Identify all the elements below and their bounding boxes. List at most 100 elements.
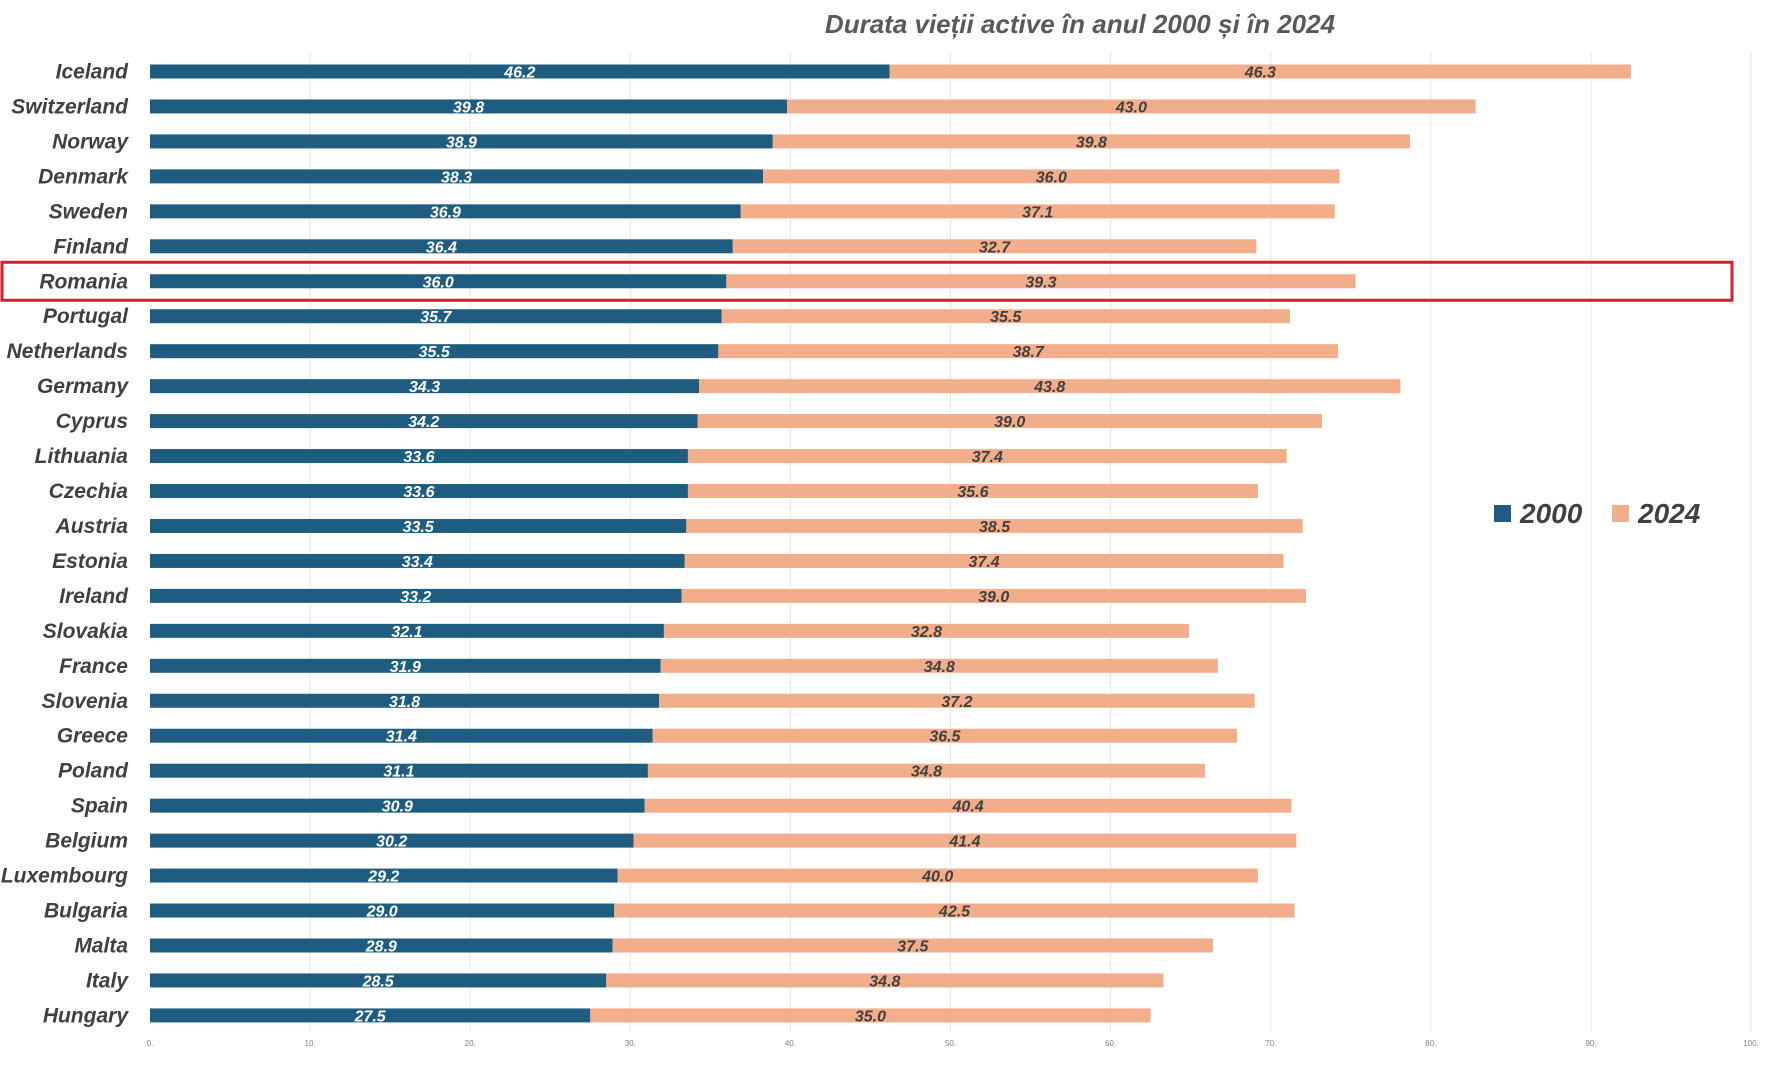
bar-2024 [659, 693, 1255, 708]
data-label-2000: 36.4 [426, 239, 457, 256]
category-label: Slovenia [42, 690, 129, 713]
data-label-2000: 31.9 [390, 659, 421, 676]
data-label-2024: 37.5 [897, 939, 929, 956]
category-label: Norway [52, 130, 129, 153]
category-label: Italy [86, 969, 129, 992]
bar-2000 [150, 518, 687, 533]
data-label-2024: 37.4 [972, 449, 1003, 466]
category-label: France [59, 655, 128, 678]
data-label-2000: 29.0 [366, 904, 398, 921]
bar-2024 [763, 169, 1340, 184]
x-axis-ticks: 0. 10. 20. 30. 40. 50. 60. 70. 80. 90. 100. [147, 1039, 1759, 1048]
bar-2000 [150, 588, 682, 603]
bar-2024 [644, 798, 1292, 813]
bar-2024 [652, 728, 1238, 743]
bar-2024 [732, 239, 1257, 254]
data-label-2024: 35.6 [957, 484, 988, 501]
category-label: Denmark [38, 165, 129, 188]
category-label: Malta [74, 935, 128, 958]
data-label-2000: 33.4 [402, 554, 433, 571]
category-labels: Iceland Switzerland Norway Denmark Sweden Fin… [1, 61, 129, 1028]
bar-2000 [150, 553, 685, 568]
data-label-2024: 32.7 [979, 239, 1011, 256]
data-label-2000: 36.9 [430, 204, 461, 221]
data-label-2024: 37.4 [969, 554, 1000, 571]
bar-2024 [726, 274, 1356, 289]
bar-2024 [614, 903, 1295, 918]
data-label-2024: 39.3 [1025, 274, 1056, 291]
data-label-2000: 46.2 [503, 65, 535, 82]
category-label: Switzerland [11, 95, 129, 118]
data-label-2000: 36.0 [423, 274, 454, 291]
category-label: Cyprus [56, 410, 128, 433]
bar-2000 [150, 658, 661, 673]
category-label: Belgium [45, 830, 128, 853]
category-label: Slovakia [43, 620, 129, 643]
x-tick-label: 70. [1265, 1039, 1276, 1048]
x-tick-label: 100. [1743, 1039, 1759, 1048]
legend-swatch [1494, 505, 1511, 522]
bar-2000 [150, 99, 788, 114]
x-tick-label: 80. [1425, 1039, 1436, 1048]
x-tick-label: 90. [1585, 1039, 1596, 1048]
data-label-2024: 41.4 [948, 834, 980, 851]
category-label: Sweden [49, 200, 128, 223]
data-label-2000: 31.8 [389, 694, 420, 711]
bar-2024 [697, 414, 1322, 429]
data-label-2024: 39.0 [978, 589, 1009, 606]
data-label-2024: 35.0 [855, 1008, 886, 1025]
data-label-2024: 46.3 [1244, 65, 1276, 82]
x-tick-label: 10. [305, 1039, 316, 1048]
category-label: Czechia [49, 480, 129, 503]
data-label-2000: 34.2 [408, 414, 439, 431]
bar-2024 [684, 553, 1284, 568]
bar-2024 [687, 484, 1258, 499]
category-label: Portugal [43, 305, 129, 328]
x-tick-label: 60. [1105, 1039, 1116, 1048]
data-label-2024: 38.5 [979, 519, 1011, 536]
legend-swatch [1612, 505, 1629, 522]
category-label: Estonia [52, 550, 128, 573]
bar-2024 [663, 623, 1190, 638]
bar-2024 [686, 518, 1303, 533]
bar-2000 [150, 484, 688, 499]
x-tick-label: 50. [945, 1039, 956, 1048]
x-tick-label: 40. [785, 1039, 796, 1048]
bar-2024 [889, 64, 1631, 79]
data-label-2024: 40.0 [921, 869, 953, 886]
bar-2000 [150, 414, 698, 429]
x-tick-label: 30. [625, 1039, 636, 1048]
bar-2024 [687, 449, 1287, 464]
bar-2024 [590, 1008, 1151, 1023]
bar-2024 [617, 868, 1258, 883]
x-tick-label: 20. [465, 1039, 476, 1048]
bar-2024 [721, 309, 1290, 324]
category-label: Greece [57, 725, 129, 748]
bar-2024 [647, 763, 1206, 778]
category-label: Iceland [56, 61, 130, 84]
data-label-2000: 29.2 [367, 869, 399, 886]
bar-2000 [150, 134, 773, 149]
data-label-2024: 37.2 [941, 694, 972, 711]
data-label-2000: 32.1 [391, 624, 422, 641]
bar-2000 [150, 903, 615, 918]
data-label-2024: 32.8 [911, 624, 942, 641]
data-label-2000: 28.5 [362, 973, 395, 990]
category-label: Luxembourg [1, 865, 128, 888]
bar-2000 [150, 693, 660, 708]
category-label: Poland [58, 760, 129, 783]
category-label: Ireland [59, 585, 129, 608]
bar-2024 [787, 99, 1476, 114]
bar-2024 [699, 379, 1401, 394]
data-label-2024: 39.0 [994, 414, 1025, 431]
data-label-2024: 36.0 [1036, 169, 1067, 186]
data-label-2024: 39.8 [1076, 134, 1107, 151]
data-label-2000: 39.8 [453, 99, 484, 116]
data-label-2024: 35.5 [990, 309, 1022, 326]
bar-2024 [718, 344, 1338, 359]
data-label-2000: 28.9 [365, 939, 397, 956]
legend: 2000 2024 [1494, 498, 1701, 529]
data-label-2000: 33.6 [403, 484, 434, 501]
data-label-2000: 31.4 [386, 729, 417, 746]
